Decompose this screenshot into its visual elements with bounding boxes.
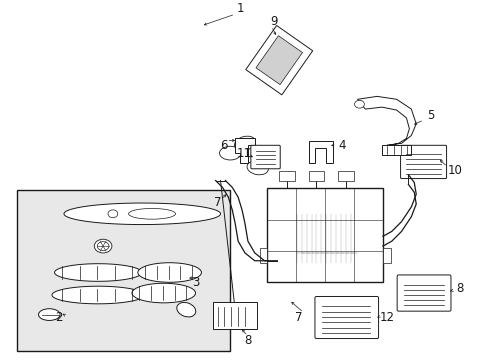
Ellipse shape [108, 210, 118, 218]
Bar [308, 171, 324, 180]
Text: 2: 2 [55, 311, 62, 324]
Bar [212, 302, 256, 329]
Ellipse shape [234, 136, 255, 150]
Polygon shape [64, 203, 220, 225]
Bar [259, 248, 267, 263]
Text: 7: 7 [294, 311, 302, 324]
Text: 8: 8 [456, 282, 463, 294]
Polygon shape [245, 26, 312, 95]
Polygon shape [235, 139, 254, 163]
Ellipse shape [354, 100, 364, 108]
FancyBboxPatch shape [250, 145, 280, 169]
Text: 9: 9 [270, 14, 278, 27]
Text: 3: 3 [192, 276, 199, 289]
Ellipse shape [219, 146, 241, 160]
Text: 12: 12 [379, 311, 393, 324]
Polygon shape [357, 96, 415, 145]
Bar [382, 248, 390, 263]
Ellipse shape [246, 161, 268, 175]
Text: 1: 1 [236, 2, 244, 15]
Text: 5: 5 [427, 109, 434, 122]
Polygon shape [52, 286, 144, 304]
Text: 6: 6 [219, 139, 227, 152]
Ellipse shape [97, 242, 109, 251]
Text: 8: 8 [244, 334, 251, 347]
Bar [267, 188, 382, 282]
Ellipse shape [138, 263, 201, 282]
FancyBboxPatch shape [400, 145, 446, 179]
Ellipse shape [177, 302, 195, 317]
Polygon shape [308, 141, 332, 163]
Polygon shape [255, 36, 302, 85]
Ellipse shape [39, 309, 60, 320]
Polygon shape [55, 264, 142, 281]
Bar [279, 171, 294, 180]
Ellipse shape [94, 239, 112, 253]
Text: 11: 11 [236, 147, 251, 159]
FancyBboxPatch shape [314, 297, 378, 338]
Text: 7: 7 [213, 195, 221, 208]
Bar [17, 190, 230, 351]
FancyBboxPatch shape [396, 275, 450, 311]
Bar [337, 171, 353, 180]
Ellipse shape [132, 283, 195, 303]
Text: 10: 10 [447, 164, 462, 177]
Ellipse shape [128, 208, 175, 219]
Polygon shape [381, 145, 410, 155]
Text: 4: 4 [337, 139, 345, 152]
